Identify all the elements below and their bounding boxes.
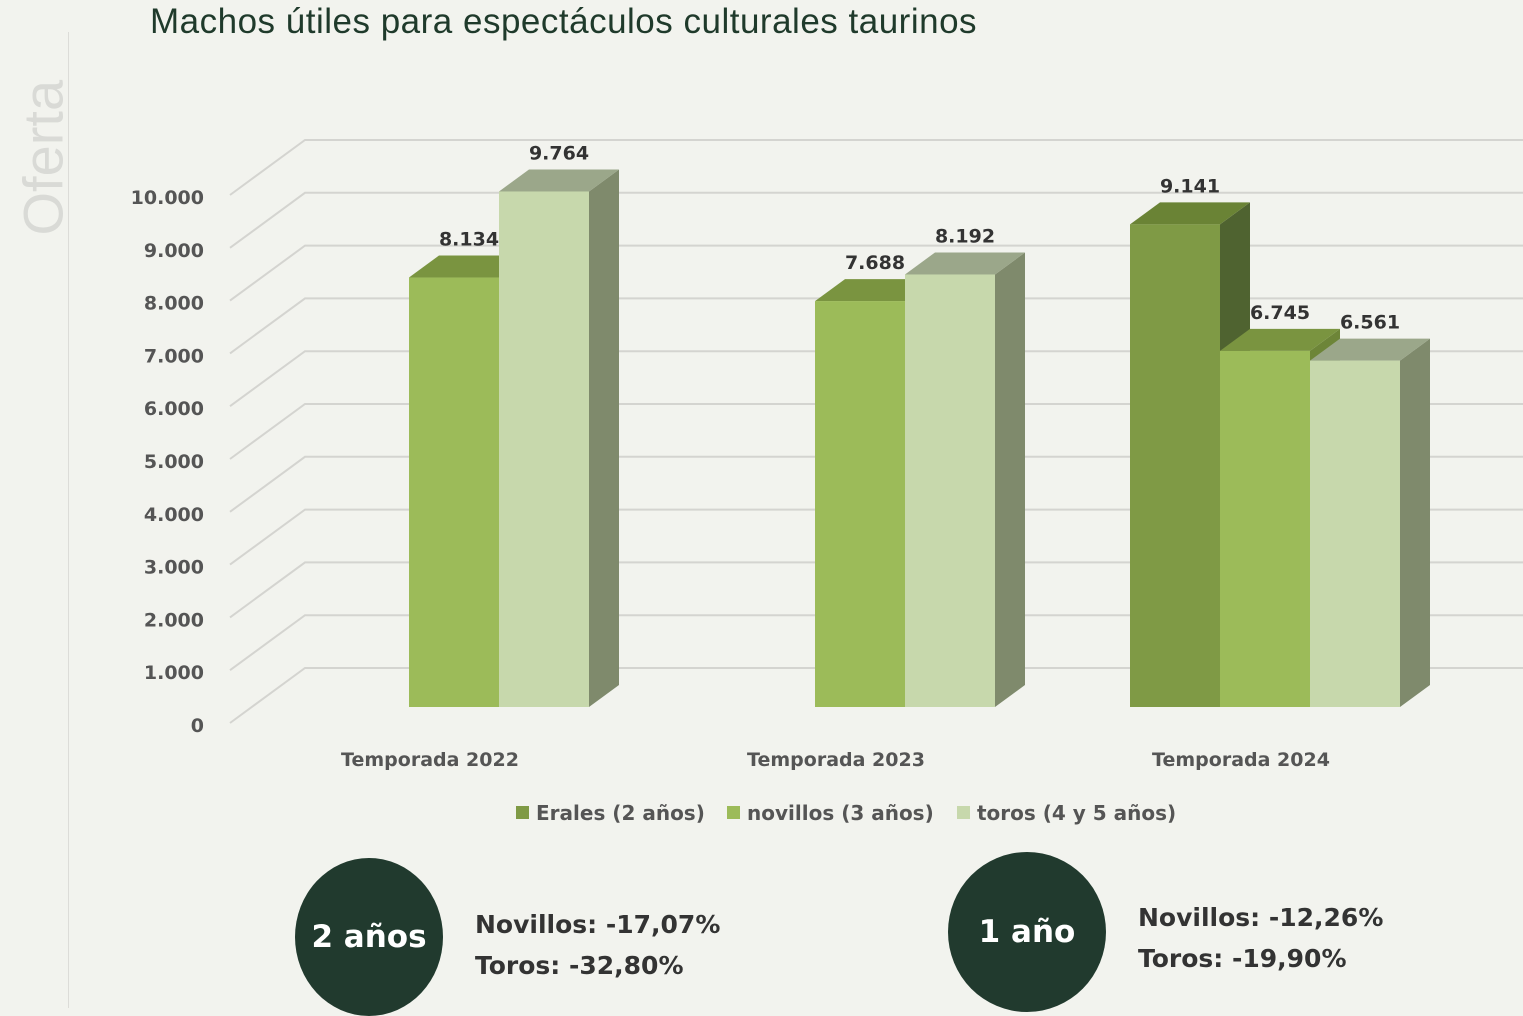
- legend-swatch: [957, 806, 970, 819]
- bar-top: [905, 252, 1025, 275]
- legend-label: novillos (3 años): [747, 801, 934, 825]
- gridline: [229, 297, 1523, 355]
- y-tick-label: 1.000: [144, 662, 204, 684]
- gridline: [229, 191, 1523, 249]
- badge-text: 1 año: [978, 914, 1076, 950]
- data-label: 7.688: [845, 252, 905, 274]
- summary-line: Novillos: -12,26%: [1138, 903, 1384, 932]
- badge-text: 2 años: [311, 919, 427, 955]
- y-tick-label: 5.000: [144, 451, 204, 473]
- bar-side: [995, 252, 1025, 707]
- data-label: 9.141: [1160, 175, 1220, 197]
- gridline: [229, 244, 1523, 302]
- badge-2-years: 2 años: [295, 858, 443, 1016]
- bar: [1220, 350, 1310, 707]
- y-tick-label: 10.000: [131, 187, 204, 209]
- y-tick-label: 3.000: [144, 557, 204, 579]
- summary-line: Toros: -19,90%: [1138, 944, 1347, 973]
- data-label: 6.561: [1340, 312, 1400, 334]
- y-tick-label: 0: [191, 715, 204, 737]
- summary-line: Toros: -32,80%: [475, 951, 684, 980]
- gridline: [229, 455, 1523, 513]
- category-label: Temporada 2023: [747, 749, 925, 771]
- gridline: [229, 403, 1523, 460]
- summary-1-year: Novillos: -12,26% Toros: -19,90%: [1138, 897, 1383, 979]
- bar: [1310, 360, 1400, 707]
- summary-2-years: Novillos: -17,07% Toros: -32,80%: [475, 904, 720, 986]
- y-tick-label: 8.000: [144, 293, 204, 315]
- data-label: 8.192: [935, 225, 995, 247]
- bar-top: [1220, 328, 1340, 351]
- bar-top: [1130, 202, 1250, 225]
- gridline: [229, 139, 1523, 196]
- divider: [68, 32, 69, 1008]
- y-tick-label: 2.000: [144, 609, 204, 631]
- legend-label: toros (4 y 5 años): [977, 801, 1176, 825]
- summary-line: Novillos: -17,07%: [475, 910, 721, 939]
- bar: [499, 191, 589, 707]
- data-label: 6.745: [1250, 302, 1310, 324]
- category-label: Temporada 2022: [341, 749, 519, 771]
- y-tick-label: 7.000: [144, 345, 204, 367]
- chart-title: Machos útiles para espectáculos cultural…: [150, 2, 978, 41]
- y-tick-label: 6.000: [144, 398, 204, 420]
- bar: [409, 277, 499, 707]
- y-tick-label: 9.000: [144, 240, 204, 262]
- legend-swatch: [727, 806, 740, 819]
- gridline: [229, 667, 1523, 724]
- legend-swatch: [516, 806, 529, 819]
- bar-top: [499, 169, 619, 192]
- data-label: 8.134: [439, 229, 499, 251]
- gridline: [229, 350, 1523, 408]
- legend-label: Erales (2 años): [536, 801, 705, 825]
- data-label: 9.764: [529, 142, 589, 164]
- category-label: Temporada 2024: [1152, 749, 1330, 771]
- bar-top: [1310, 338, 1430, 361]
- bar: [905, 274, 995, 707]
- gridline: [229, 508, 1523, 566]
- badge-1-year: 1 año: [948, 852, 1106, 1012]
- bar-side: [589, 169, 619, 707]
- bar: [1130, 224, 1220, 707]
- bar: [815, 301, 905, 707]
- chart: 0 1.000 2.000 3.000 4.000 5.000 6.000 7.000 8.00…: [131, 139, 1523, 825]
- bar-side: [1400, 338, 1430, 707]
- y-tick-label: 4.000: [144, 504, 204, 526]
- gridline: [229, 614, 1523, 672]
- gridline: [229, 561, 1523, 619]
